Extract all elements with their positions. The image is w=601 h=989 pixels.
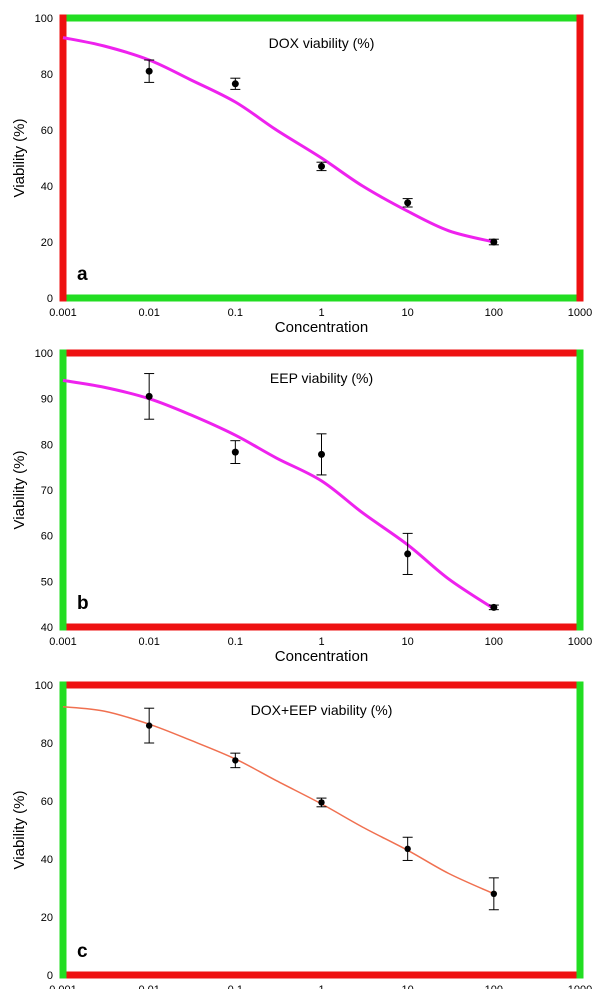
x-tick-label: 100: [485, 636, 503, 648]
data-point: [490, 890, 498, 897]
x-tick-label: 0.1: [228, 307, 243, 319]
chart-panel-c: 0.0010.010.11101001000020406080100Concen…: [11, 680, 592, 989]
y-axis-title: Viability (%): [11, 119, 28, 198]
data-point: [232, 757, 239, 764]
x-tick-label: 1000: [568, 307, 592, 319]
y-tick-label: 70: [41, 485, 53, 497]
panel-label: a: [77, 264, 88, 285]
y-axis-title: Viability (%): [11, 451, 28, 530]
fit-curve: [62, 36, 495, 244]
chart-panels: 0.001 0.01 0.1 1 10 100 1000020406080100Concen…: [11, 13, 592, 989]
data-point: [404, 845, 411, 853]
data-point: [490, 238, 498, 246]
data-point: [231, 80, 239, 88]
y-tick-label: 20: [41, 237, 53, 249]
x-tick-label: 0.01: [138, 307, 159, 319]
y-tick-label: 0: [47, 293, 53, 305]
data-point: [145, 392, 153, 400]
y-tick-label: 20: [41, 912, 53, 924]
fit-curve: [62, 706, 495, 895]
y-tick-label: 80: [41, 738, 53, 750]
chart-title: DOX viability (%): [269, 35, 375, 51]
chart-panel-a: 0.001 0.01 0.1 1 10 100 1000 0 20 40 60 80 100 Concen…: [11, 13, 592, 336]
y-tick-label: 40: [41, 622, 53, 634]
data-point: [318, 450, 325, 458]
y-axis-title: Viability (%): [11, 791, 28, 870]
y-tick-label: 0: [47, 970, 53, 982]
y-tick-label: 90: [41, 394, 53, 406]
data-point: [318, 162, 325, 170]
x-tick-label: 0.001: [49, 636, 77, 648]
x-tick-label: 10: [402, 984, 414, 989]
x-tick-label: 10: [402, 307, 414, 319]
chart-title: EEP viability (%): [270, 370, 373, 386]
x-tick-label: 1000: [568, 984, 592, 989]
y-tick-label: 40: [41, 181, 53, 193]
x-tick-label: 0.01: [138, 984, 159, 989]
x-tick-label: 1: [318, 636, 324, 648]
y-tick-label: 60: [41, 796, 53, 808]
x-tick-label: 0.001: [49, 984, 77, 989]
x-tick-label: 100: [485, 307, 503, 319]
data-point: [404, 550, 412, 558]
y-tick-label: 60: [41, 531, 53, 543]
x-tick-label: 100: [485, 984, 503, 989]
x-tick-label: 1: [318, 984, 324, 989]
x-axis-title: Concentration: [275, 648, 368, 665]
chart-title: DOX+EEP viability (%): [251, 702, 393, 718]
y-tick-label: 80: [41, 439, 53, 451]
y-tick-label: 100: [35, 680, 53, 692]
data-point: [145, 67, 153, 75]
fit-curve: [62, 378, 495, 610]
y-tick-label: 40: [41, 854, 53, 866]
data-point: [145, 722, 153, 729]
x-tick-label: 1000: [568, 636, 592, 648]
x-tick-label: 0.001: [49, 307, 77, 319]
data-point: [231, 448, 239, 456]
x-tick-label: 0.1: [228, 636, 243, 648]
x-axis-title: Concentration: [275, 319, 368, 336]
chart-panel-b: 0.001 0.01 0.1 1 10 100 1000 40 50 60 70 80 90 100 Con…: [11, 348, 592, 665]
x-tick-label: 0.01: [138, 636, 159, 648]
y-tick-label: 100: [35, 13, 53, 25]
data-point: [490, 603, 498, 611]
x-tick-label: 0.1: [228, 984, 243, 989]
y-tick-label: 60: [41, 125, 53, 137]
y-tick-label: 80: [41, 69, 53, 81]
x-tick-label: 1: [318, 307, 324, 319]
data-point: [404, 199, 412, 207]
panel-label: b: [77, 593, 89, 614]
y-tick-label: 100: [35, 348, 53, 360]
x-tick-label: 10: [402, 636, 414, 648]
data-point: [318, 799, 325, 806]
y-tick-label: 50: [41, 576, 53, 588]
panel-label: c: [77, 941, 88, 962]
